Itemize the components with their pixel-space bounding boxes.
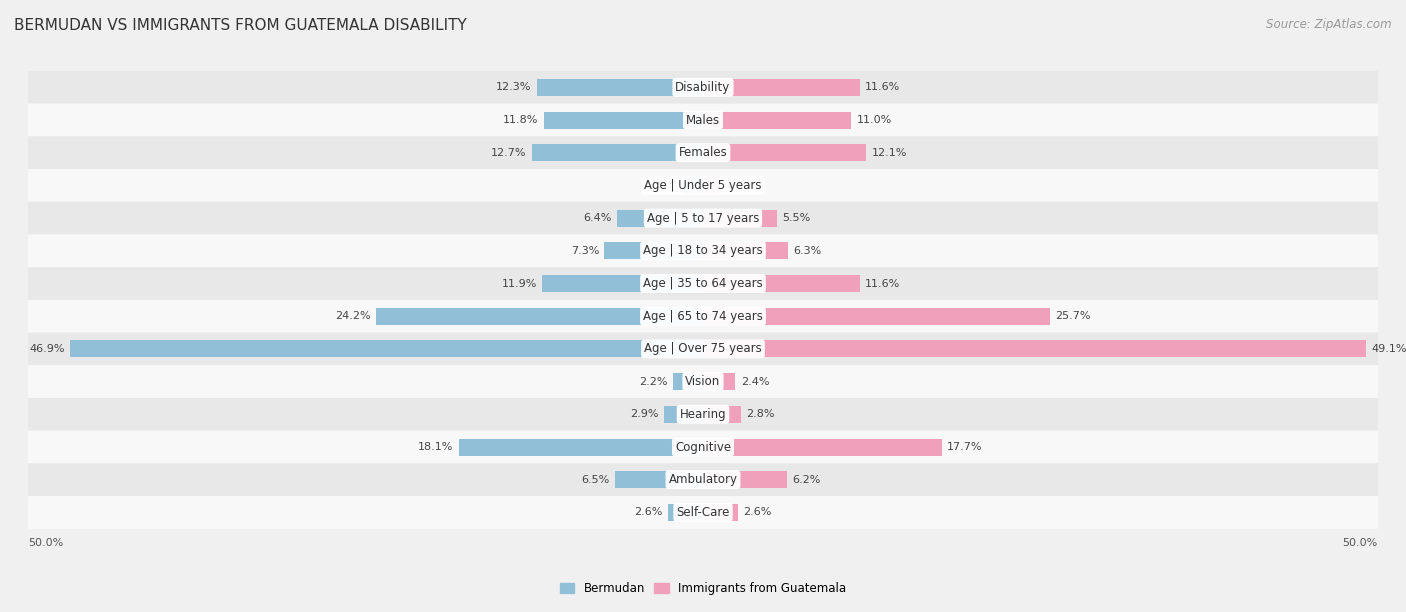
Bar bbox=[703, 439, 942, 455]
Bar bbox=[70, 340, 703, 357]
Text: 2.8%: 2.8% bbox=[747, 409, 775, 419]
Text: 46.9%: 46.9% bbox=[30, 344, 65, 354]
FancyBboxPatch shape bbox=[28, 136, 1378, 169]
Text: Cognitive: Cognitive bbox=[675, 441, 731, 453]
Bar bbox=[703, 504, 738, 521]
Text: Ambulatory: Ambulatory bbox=[668, 473, 738, 486]
Text: 12.1%: 12.1% bbox=[872, 147, 907, 158]
Bar bbox=[703, 340, 1365, 357]
Text: 50.0%: 50.0% bbox=[28, 538, 63, 548]
Text: Source: ZipAtlas.com: Source: ZipAtlas.com bbox=[1267, 18, 1392, 31]
Bar bbox=[605, 242, 703, 259]
Text: Age | 65 to 74 years: Age | 65 to 74 years bbox=[643, 310, 763, 323]
Text: Females: Females bbox=[679, 146, 727, 159]
Text: 24.2%: 24.2% bbox=[336, 312, 371, 321]
Bar bbox=[703, 373, 735, 390]
Text: Age | 5 to 17 years: Age | 5 to 17 years bbox=[647, 212, 759, 225]
Bar bbox=[703, 308, 1050, 325]
Bar bbox=[616, 471, 703, 488]
Text: 1.4%: 1.4% bbox=[651, 181, 679, 190]
Bar bbox=[543, 275, 703, 292]
Text: 2.9%: 2.9% bbox=[630, 409, 658, 419]
Text: Age | Under 5 years: Age | Under 5 years bbox=[644, 179, 762, 192]
FancyBboxPatch shape bbox=[28, 234, 1378, 267]
Bar bbox=[537, 79, 703, 96]
Text: 6.3%: 6.3% bbox=[793, 246, 821, 256]
FancyBboxPatch shape bbox=[28, 398, 1378, 431]
FancyBboxPatch shape bbox=[28, 332, 1378, 365]
Text: 18.1%: 18.1% bbox=[418, 442, 453, 452]
Text: 6.2%: 6.2% bbox=[792, 475, 821, 485]
Text: Age | 18 to 34 years: Age | 18 to 34 years bbox=[643, 244, 763, 257]
Text: 7.3%: 7.3% bbox=[571, 246, 599, 256]
FancyBboxPatch shape bbox=[28, 267, 1378, 300]
Bar bbox=[377, 308, 703, 325]
Bar bbox=[703, 275, 859, 292]
Text: Age | Over 75 years: Age | Over 75 years bbox=[644, 343, 762, 356]
Text: 11.6%: 11.6% bbox=[865, 278, 900, 288]
Text: Disability: Disability bbox=[675, 81, 731, 94]
Text: 17.7%: 17.7% bbox=[948, 442, 983, 452]
Text: 2.6%: 2.6% bbox=[634, 507, 662, 517]
Bar bbox=[703, 111, 852, 129]
Bar bbox=[703, 406, 741, 423]
Bar bbox=[458, 439, 703, 455]
Text: Vision: Vision bbox=[685, 375, 721, 388]
Text: 50.0%: 50.0% bbox=[1343, 538, 1378, 548]
FancyBboxPatch shape bbox=[28, 202, 1378, 234]
Bar bbox=[544, 111, 703, 129]
Text: Age | 35 to 64 years: Age | 35 to 64 years bbox=[643, 277, 763, 290]
FancyBboxPatch shape bbox=[28, 71, 1378, 103]
Text: Hearing: Hearing bbox=[679, 408, 727, 421]
Bar bbox=[531, 144, 703, 161]
Text: 25.7%: 25.7% bbox=[1056, 312, 1091, 321]
FancyBboxPatch shape bbox=[28, 169, 1378, 202]
Text: 12.7%: 12.7% bbox=[491, 147, 526, 158]
Bar bbox=[703, 210, 778, 226]
FancyBboxPatch shape bbox=[28, 300, 1378, 332]
Text: 6.5%: 6.5% bbox=[582, 475, 610, 485]
FancyBboxPatch shape bbox=[28, 365, 1378, 398]
FancyBboxPatch shape bbox=[28, 103, 1378, 136]
Text: 11.0%: 11.0% bbox=[856, 115, 893, 125]
FancyBboxPatch shape bbox=[28, 463, 1378, 496]
Bar bbox=[703, 79, 859, 96]
Bar bbox=[685, 177, 703, 194]
Text: BERMUDAN VS IMMIGRANTS FROM GUATEMALA DISABILITY: BERMUDAN VS IMMIGRANTS FROM GUATEMALA DI… bbox=[14, 18, 467, 34]
Bar bbox=[673, 373, 703, 390]
Bar bbox=[703, 144, 866, 161]
Text: 2.4%: 2.4% bbox=[741, 376, 769, 387]
Bar bbox=[668, 504, 703, 521]
Bar bbox=[703, 471, 787, 488]
Text: 49.1%: 49.1% bbox=[1371, 344, 1406, 354]
Legend: Bermudan, Immigrants from Guatemala: Bermudan, Immigrants from Guatemala bbox=[555, 577, 851, 600]
Text: 5.5%: 5.5% bbox=[783, 213, 811, 223]
Text: 11.8%: 11.8% bbox=[503, 115, 538, 125]
Text: 11.9%: 11.9% bbox=[502, 278, 537, 288]
Text: 11.6%: 11.6% bbox=[865, 83, 900, 92]
Text: 2.2%: 2.2% bbox=[640, 376, 668, 387]
FancyBboxPatch shape bbox=[28, 496, 1378, 529]
Bar bbox=[664, 406, 703, 423]
Text: 6.4%: 6.4% bbox=[583, 213, 612, 223]
Bar bbox=[703, 242, 787, 259]
Bar bbox=[703, 177, 720, 194]
Text: Self-Care: Self-Care bbox=[676, 506, 730, 519]
Text: 12.3%: 12.3% bbox=[496, 83, 531, 92]
Bar bbox=[617, 210, 703, 226]
Text: 2.6%: 2.6% bbox=[744, 507, 772, 517]
Text: 1.2%: 1.2% bbox=[724, 181, 754, 190]
Text: Males: Males bbox=[686, 114, 720, 127]
FancyBboxPatch shape bbox=[28, 431, 1378, 463]
